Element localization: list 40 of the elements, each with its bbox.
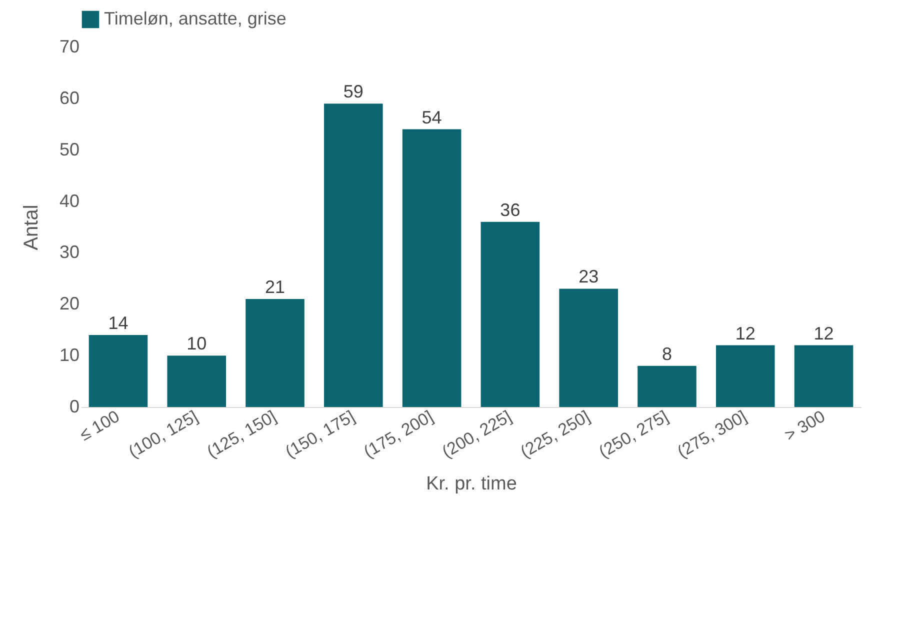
data-label: 14 <box>108 313 128 333</box>
bar <box>638 366 696 407</box>
bar <box>480 222 540 407</box>
y-tick-label: 50 <box>59 139 80 160</box>
y-axis-title: Antal <box>20 204 42 250</box>
legend-label: Timeløn, ansatte, grise <box>104 8 286 28</box>
y-tick-label: 20 <box>59 294 80 314</box>
data-label: 54 <box>422 107 442 128</box>
data-label: 12 <box>814 323 834 344</box>
data-label: 36 <box>500 200 520 220</box>
x-tick-label: > 300 <box>782 406 828 445</box>
bar <box>716 345 775 407</box>
data-label: 8 <box>662 344 672 364</box>
x-tick-label: (100, 125] <box>125 406 202 462</box>
x-tick-label: (150, 175] <box>282 406 358 462</box>
y-tick-label: 30 <box>59 242 80 262</box>
x-tick-label: (250, 275] <box>596 406 672 462</box>
x-tick-label: (175, 200] <box>360 406 436 462</box>
bar <box>246 299 304 407</box>
bar <box>559 288 618 407</box>
y-tick-label: 0 <box>69 396 80 416</box>
data-label: 10 <box>186 334 207 354</box>
y-tick-label: 70 <box>59 36 80 56</box>
data-label: 21 <box>265 277 286 297</box>
y-tick-label: 10 <box>59 345 80 366</box>
data-label: 59 <box>343 82 364 102</box>
y-tick-label: 40 <box>59 190 80 211</box>
x-tick-label: (275, 300] <box>674 406 750 462</box>
bar <box>794 345 854 407</box>
data-label: 12 <box>735 323 756 344</box>
x-axis-title: Kr. pr. time <box>426 474 517 495</box>
bar <box>402 129 462 407</box>
y-tick-label: 60 <box>59 88 80 108</box>
x-tick-label: (125, 150] <box>204 406 280 462</box>
bar <box>88 335 148 407</box>
x-tick-label: (200, 225] <box>438 406 515 462</box>
bar <box>167 356 226 407</box>
x-tick-label: (225, 250] <box>517 406 594 462</box>
data-label: 23 <box>578 266 599 287</box>
bar <box>324 104 383 407</box>
